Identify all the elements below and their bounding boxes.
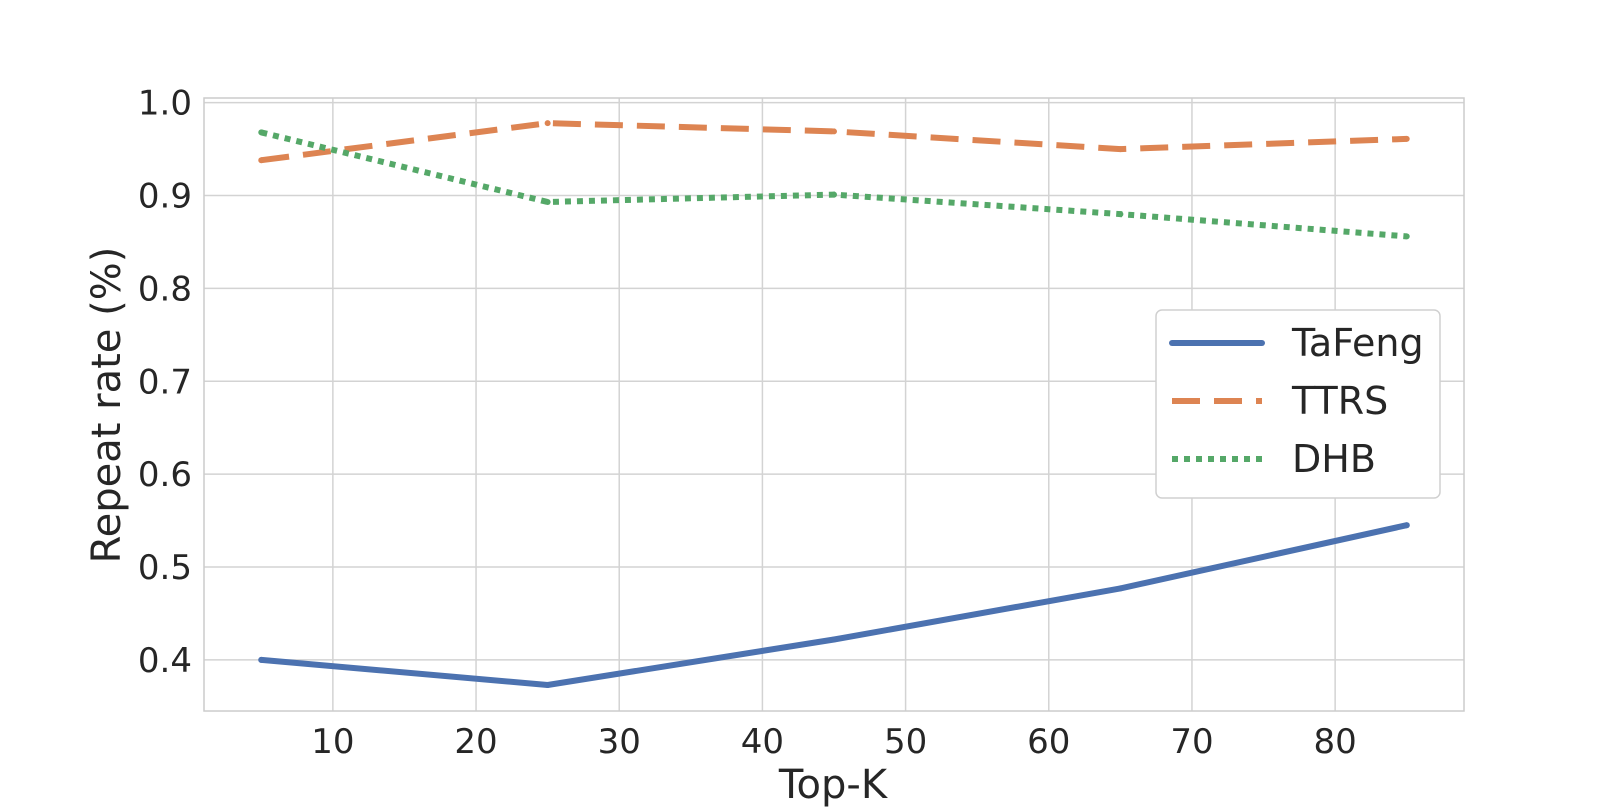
x-tick-label: 60 (1027, 722, 1070, 762)
y-tick-label: 0.7 (138, 362, 192, 402)
data-point-dhb (1117, 211, 1124, 218)
data-point-ttrs (1117, 146, 1124, 153)
x-tick-label: 10 (311, 722, 354, 762)
series-line-ttrs (260, 120, 1407, 164)
x-tick-label: 30 (598, 722, 641, 762)
y-tick-label: 0.9 (138, 177, 192, 217)
data-point-tafeng (258, 656, 265, 663)
y-axis-label: Repeat rate (%) (84, 247, 130, 564)
data-point-ttrs (831, 128, 837, 135)
series-layer (258, 120, 1410, 688)
data-point-dhb (544, 199, 551, 206)
y-tick-label: 0.4 (138, 641, 192, 681)
y-tick-label: 0.6 (138, 455, 192, 495)
x-tick-label: 40 (741, 722, 784, 762)
data-point-dhb (258, 129, 265, 136)
data-point-tafeng (1403, 522, 1410, 529)
data-point-ttrs (544, 120, 551, 127)
x-tick-label: 80 (1314, 722, 1357, 762)
legend-label-ttrs: TTRS (1291, 379, 1388, 423)
y-tick-label: 0.5 (138, 548, 192, 588)
x-axis-label: Top-K (778, 762, 889, 808)
x-tick-label: 20 (454, 722, 497, 762)
plot-frame (203, 97, 1465, 712)
legend-label-dhb: DHB (1292, 437, 1376, 481)
data-point-dhb (1403, 233, 1410, 240)
legend-label-tafeng: TaFeng (1291, 321, 1424, 365)
data-point-tafeng (1117, 585, 1124, 592)
legend: TaFeng TTRS DHB (1155, 309, 1441, 499)
y-tick-label: 0.8 (138, 269, 192, 309)
x-tick-label: 70 (1170, 722, 1213, 762)
legend-box (1155, 309, 1441, 499)
data-point-tafeng (544, 681, 551, 688)
data-point-tafeng (831, 636, 837, 643)
data-point-ttrs (258, 157, 265, 164)
data-point-dhb (831, 191, 837, 198)
data-point-ttrs (1403, 135, 1410, 142)
y-tick-label: 1.0 (138, 84, 192, 124)
x-axis-ticks: 10 20 30 40 50 60 70 80 (311, 722, 1357, 762)
x-tick-label: 50 (884, 722, 927, 762)
y-axis-ticks: 0.4 0.5 0.6 0.7 0.8 0.9 1.0 (138, 84, 192, 681)
